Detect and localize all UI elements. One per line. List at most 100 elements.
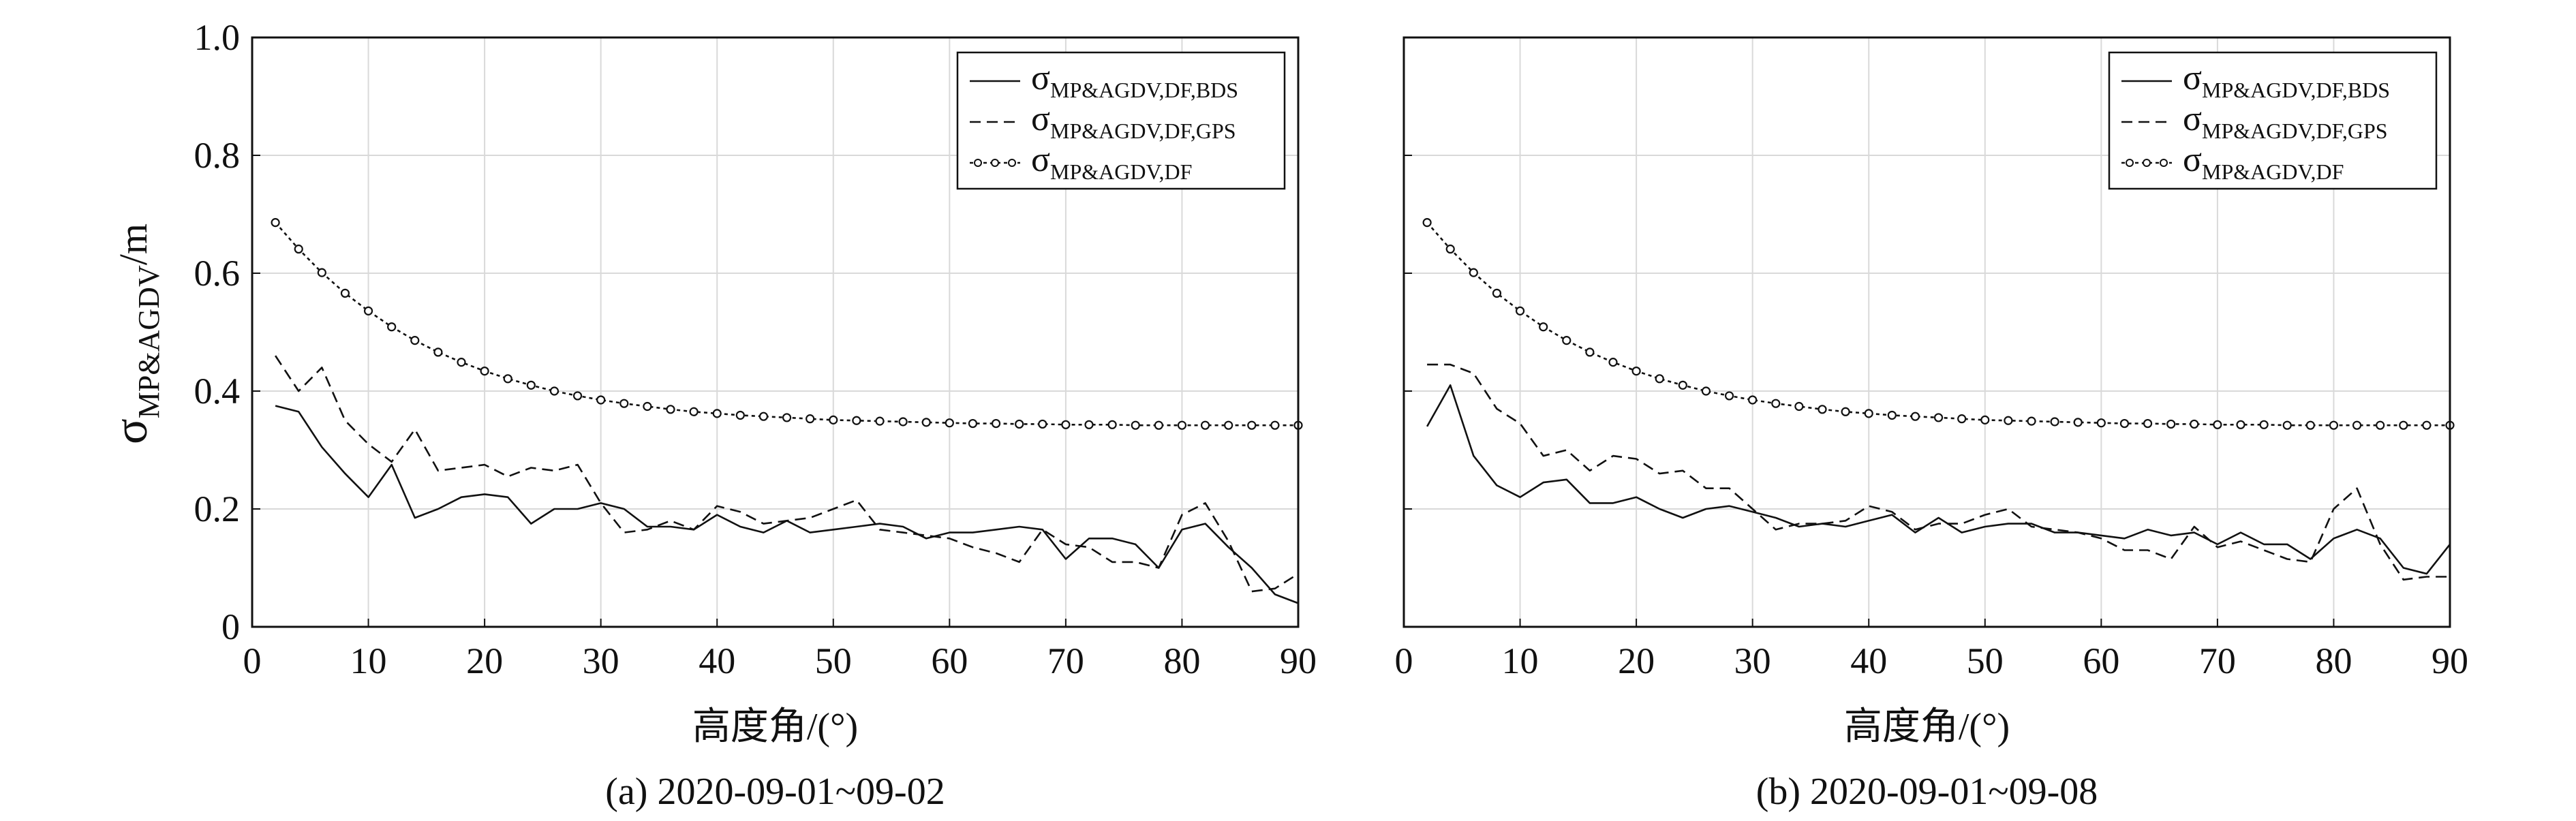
series-marker: [2282, 420, 2292, 430]
series-marker: [712, 409, 722, 418]
y-tick-label: 0.6: [194, 253, 241, 294]
series-marker: [2143, 418, 2153, 429]
series-marker: [2119, 418, 2130, 429]
legend-marker: [1008, 159, 1016, 167]
x-tick-label: 50: [815, 640, 852, 681]
x-axis-label: 高度角/(°): [692, 706, 858, 748]
legend-marker: [2143, 159, 2151, 167]
series-marker: [968, 418, 978, 429]
legend-label-3: σMP&AGDV,DF: [1031, 140, 1192, 184]
y-axis-label-sub: MP&AGDV: [132, 265, 166, 418]
series-marker: [1515, 306, 1525, 315]
series-marker: [806, 414, 815, 424]
x-tick-label: 60: [2083, 640, 2119, 681]
series-marker: [1224, 420, 1233, 430]
y-axis-label-main: σ: [105, 418, 157, 444]
series-marker: [2213, 420, 2222, 429]
series-marker: [1539, 322, 1548, 332]
series-marker: [503, 374, 512, 384]
series-marker: [1492, 288, 1502, 298]
series-marker: [526, 380, 536, 390]
series-marker: [1038, 419, 1047, 429]
series-marker: [666, 405, 675, 414]
x-tick-label: 30: [1734, 640, 1771, 681]
series-marker: [1084, 420, 1094, 429]
series-marker: [1131, 420, 1140, 430]
series-marker: [852, 416, 861, 425]
y-tick-label: 0.8: [194, 135, 241, 176]
series-marker: [2050, 417, 2059, 427]
series-marker: [2073, 418, 2083, 427]
series-marker: [2422, 420, 2432, 430]
series-marker: [1608, 358, 1618, 367]
legend-label-main: σ: [2183, 140, 2202, 179]
series-marker: [2352, 420, 2362, 430]
y-axis-label-unit: /m: [111, 223, 155, 265]
series-marker: [1107, 420, 1117, 429]
x-tick-label: 90: [1280, 640, 1317, 681]
series-marker: [410, 336, 420, 345]
series-marker: [1200, 420, 1210, 430]
series-marker: [271, 218, 280, 228]
series-marker: [1910, 412, 1920, 421]
series-marker: [1247, 420, 1257, 430]
x-tick-label: 90: [2432, 640, 2468, 681]
legend-label-main: σ: [1031, 140, 1050, 179]
x-tick-label: 50: [1967, 640, 2004, 681]
series-marker: [549, 386, 559, 396]
series-marker: [2190, 419, 2199, 429]
series-marker: [457, 358, 466, 367]
panel-b: 0 10 20 30 40 50 60 70 80 90 高度角/(°) (b) 2020-09-01…: [1395, 36, 2468, 813]
y-tick-label: 0: [221, 606, 240, 647]
x-tick-label: 10: [350, 640, 387, 681]
x-tick-label: 20: [1618, 640, 1655, 681]
series-marker: [2027, 416, 2036, 426]
panel-caption: (a) 2020-09-01~09-02: [605, 771, 945, 813]
legend: σMP&AGDV,DF,BDSσMP&AGDV,DF,GPSσMP&AGDV,D…: [2108, 51, 2438, 190]
series-marker: [1061, 420, 1071, 429]
series-marker: [1445, 244, 1455, 254]
series-marker: [1015, 419, 1024, 429]
series-marker: [1422, 218, 1432, 228]
series-marker: [1701, 386, 1711, 396]
series-marker: [945, 418, 954, 428]
legend-label-sub: MP&AGDV,DF: [2202, 159, 2344, 184]
series-marker: [2399, 420, 2408, 430]
x-tick-label: 70: [2199, 640, 2236, 681]
series-line-2: [1427, 363, 2450, 581]
series-marker: [433, 347, 443, 357]
legend-label-main: σ: [2183, 99, 2202, 138]
series-marker: [1724, 391, 1734, 401]
legend: σMP&AGDV,DF,BDSσMP&AGDV,DF,GPSσMP&AGDV,D…: [956, 51, 1286, 190]
x-tick-label: 10: [1502, 640, 1539, 681]
x-tick-label: 80: [2315, 640, 2352, 681]
plot-frame: [251, 36, 1300, 628]
legend-label-main: σ: [1031, 59, 1050, 97]
x-tick-label: 40: [1850, 640, 1887, 681]
series-marker: [2329, 420, 2339, 430]
legend-label-2: σMP&AGDV,DF,GPS: [1031, 99, 1236, 143]
series-marker: [2259, 420, 2269, 429]
x-tick-label: 0: [243, 640, 262, 681]
series-marker: [2166, 419, 2176, 429]
series-marker: [1957, 414, 1967, 424]
series-marker: [2004, 416, 2013, 425]
series-marker: [1631, 366, 1641, 376]
series-marker: [294, 244, 303, 254]
series-marker: [1980, 415, 1990, 424]
series-marker: [1933, 413, 1944, 422]
legend-marker: [974, 159, 982, 167]
series-marker: [1794, 401, 1804, 412]
series-marker: [340, 288, 350, 298]
series-marker: [572, 391, 583, 401]
series-marker: [1864, 409, 1873, 418]
series-marker: [2305, 420, 2315, 430]
series-marker: [1841, 407, 1850, 416]
y-tick-label: 1.0: [194, 17, 241, 58]
series-marker: [480, 366, 489, 376]
series-marker: [1585, 347, 1595, 357]
series-marker: [829, 415, 838, 424]
series-marker: [643, 401, 652, 412]
series-marker: [1678, 380, 1687, 390]
legend-label-sub: MP&AGDV,DF,BDS: [1050, 78, 1238, 102]
